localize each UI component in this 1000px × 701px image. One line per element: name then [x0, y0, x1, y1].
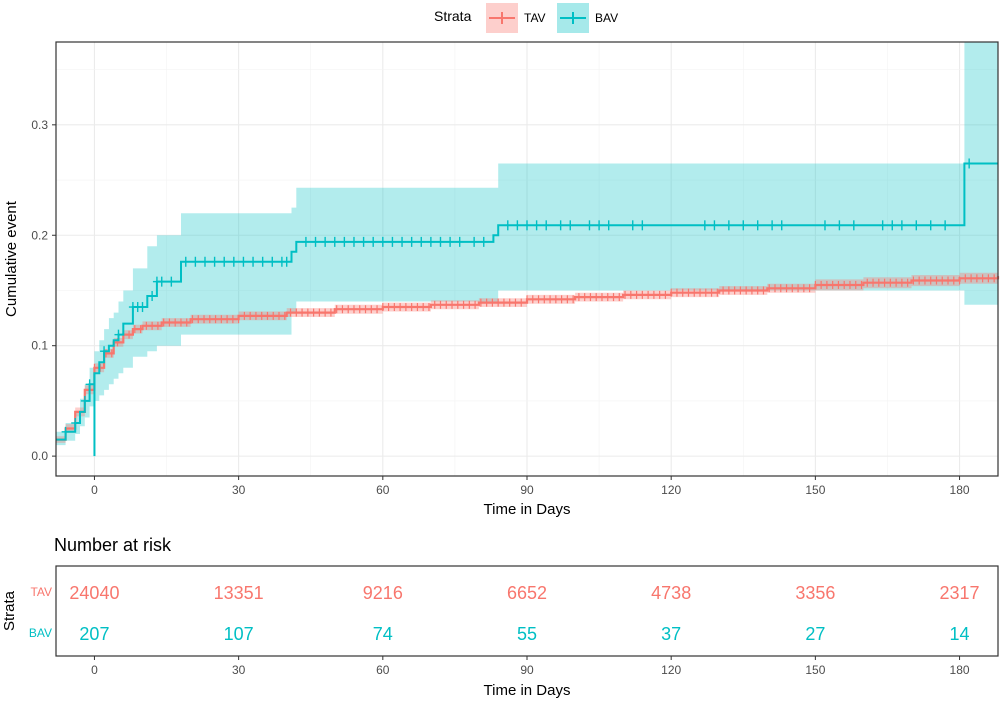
risk-x-axis-label: Time in Days [484, 682, 571, 699]
risk-table: Number at risk TAV 24040 13351 9216 6652 4738… [1, 535, 999, 699]
x-axis-label: Time in Days [484, 501, 571, 518]
risk-x-tick-label: 90 [520, 663, 534, 677]
legend-title: Strata [434, 8, 472, 24]
x-tick-label: 90 [520, 483, 534, 497]
risk-x-tick-label: 60 [376, 663, 390, 677]
risk-row-label-tav: TAV [30, 585, 52, 599]
legend-label-bav: BAV [595, 11, 618, 25]
risk-row-label-bav: BAV [29, 626, 52, 640]
main-plot: 0 30 60 90 120 150 180 0.0 0.1 0.2 0.3 Time in Days… [3, 41, 1000, 518]
x-tick-label: 120 [661, 483, 681, 497]
risk-cell: 74 [373, 624, 393, 644]
risk-cell: 6652 [507, 583, 547, 603]
risk-cell: 13351 [214, 583, 264, 603]
y-tick-label: 0.0 [31, 449, 48, 463]
risk-cell: 9216 [363, 583, 403, 603]
x-tick-label: 150 [805, 483, 825, 497]
risk-cell: 55 [517, 624, 537, 644]
legend-label-tav: TAV [524, 11, 546, 25]
x-tick-label: 180 [950, 483, 970, 497]
risk-cell: 2317 [940, 583, 980, 603]
risk-cell: 27 [805, 624, 825, 644]
y-tick-label: 0.1 [31, 339, 48, 353]
risk-x-tick-label: 30 [232, 663, 246, 677]
risk-cell: 3356 [795, 583, 835, 603]
risk-table-title: Number at risk [54, 535, 172, 555]
risk-cell: 107 [224, 624, 254, 644]
risk-x-tick-label: 120 [661, 663, 681, 677]
risk-cell: 37 [661, 624, 681, 644]
x-tick-label: 0 [91, 483, 98, 497]
risk-y-axis-label: Strata [1, 590, 18, 631]
risk-x-tick-label: 0 [91, 663, 98, 677]
x-tick-label: 30 [232, 483, 246, 497]
risk-cell: 207 [79, 624, 109, 644]
risk-x-tick-label: 180 [950, 663, 970, 677]
risk-cell: 14 [950, 624, 970, 644]
bav-confidence-band [56, 42, 998, 446]
risk-x-tick-label: 150 [805, 663, 825, 677]
legend: Strata TAV BAV [434, 3, 618, 33]
y-tick-label: 0.2 [31, 228, 48, 242]
risk-cell: 4738 [651, 583, 691, 603]
x-tick-label: 60 [376, 483, 390, 497]
y-tick-label: 0.3 [31, 118, 48, 132]
risk-cell: 24040 [69, 583, 119, 603]
y-axis-label: Cumulative event [3, 200, 20, 317]
